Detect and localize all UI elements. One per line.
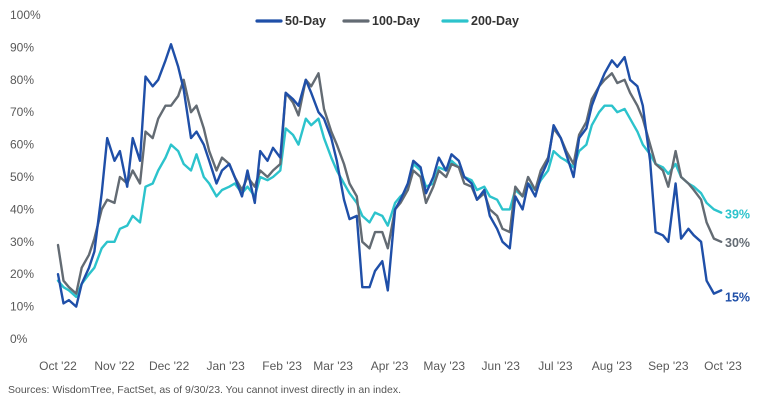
end-label-100-day: 30%	[725, 236, 750, 250]
series-line-50-day	[56, 43, 723, 308]
x-tick-label: Nov '22	[94, 359, 135, 373]
y-tick-label: 40%	[10, 202, 34, 216]
x-tick-label: Oct '23	[704, 359, 742, 373]
y-tick-label: 0%	[10, 332, 28, 346]
x-axis-labels: Oct '22 Nov '22 Dec '22 Jan '23 Feb '23 Mar '…	[39, 359, 742, 373]
x-tick-label: Feb '23	[262, 359, 302, 373]
series-line-200-day	[56, 104, 723, 299]
y-tick-label: 70%	[10, 105, 34, 119]
series-line-100-day	[56, 72, 723, 295]
legend: 50-Day 100-Day 200-Day	[255, 14, 519, 28]
x-tick-label: Jan '23	[206, 359, 245, 373]
y-tick-label: 50%	[10, 170, 34, 184]
x-tick-label: Dec '22	[149, 359, 190, 373]
y-axis-labels: 0% 10% 20% 30% 40% 50% 60% 70% 80% 90% 100%	[10, 8, 41, 346]
end-label-50-day: 15%	[725, 290, 750, 304]
x-tick-label: Apr '23	[371, 359, 409, 373]
series-lines	[56, 43, 723, 308]
x-tick-label: Jun '23	[482, 359, 521, 373]
legend-label-50-day: 50-Day	[285, 14, 326, 28]
y-tick-label: 90%	[10, 40, 34, 54]
y-tick-label: 10%	[10, 300, 34, 314]
legend-label-200-day: 200-Day	[471, 14, 519, 28]
x-tick-label: Mar '23	[313, 359, 353, 373]
x-tick-label: Aug '23	[592, 359, 633, 373]
y-tick-label: 80%	[10, 73, 34, 87]
end-labels: 15% 30% 39%	[725, 208, 750, 305]
source-note: Sources: WisdomTree, FactSet, as of 9/30…	[8, 384, 401, 396]
y-tick-label: 20%	[10, 267, 34, 281]
y-tick-label: 100%	[10, 8, 41, 22]
x-tick-label: Oct '22	[39, 359, 77, 373]
y-tick-label: 30%	[10, 235, 34, 249]
end-label-200-day: 39%	[725, 208, 750, 222]
legend-label-100-day: 100-Day	[372, 14, 420, 28]
y-tick-label: 60%	[10, 138, 34, 152]
x-tick-label: Sep '23	[648, 359, 689, 373]
x-tick-label: Jul '23	[538, 359, 573, 373]
x-tick-label: May '23	[423, 359, 465, 373]
